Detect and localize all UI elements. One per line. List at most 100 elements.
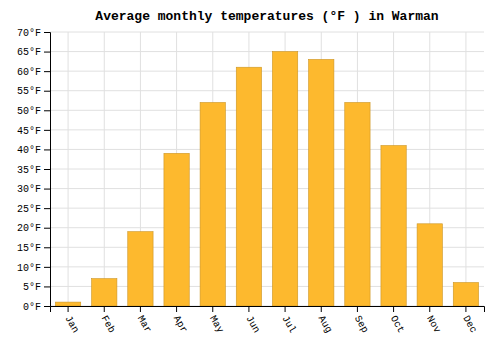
tick-label: 25°F bbox=[17, 204, 41, 215]
tick: 60°F bbox=[17, 67, 50, 78]
tick: Dec bbox=[460, 306, 479, 335]
tick-label: Feb bbox=[99, 314, 118, 335]
bar bbox=[55, 302, 80, 306]
tick-mark bbox=[44, 110, 50, 111]
tick: 45°F bbox=[17, 126, 50, 137]
grid-line bbox=[465, 32, 466, 306]
tick: 65°F bbox=[17, 47, 50, 58]
tick-label: 40°F bbox=[17, 145, 41, 156]
tick-label: Dec bbox=[460, 314, 479, 335]
grid-line bbox=[68, 32, 69, 306]
tick-label: 5°F bbox=[23, 282, 41, 293]
bar bbox=[164, 153, 189, 306]
grid-line bbox=[104, 32, 105, 306]
tick-mark bbox=[44, 228, 50, 229]
bar bbox=[381, 146, 406, 306]
tick-mark bbox=[357, 306, 358, 312]
tick-label: Jul bbox=[279, 314, 298, 335]
tick: 50°F bbox=[17, 106, 50, 117]
tick-mark bbox=[44, 189, 50, 190]
tick: Aug bbox=[316, 306, 335, 335]
tick-label: 70°F bbox=[17, 28, 41, 39]
tick: Jul bbox=[279, 306, 298, 335]
bar bbox=[345, 102, 370, 306]
tick: Mar bbox=[135, 306, 154, 335]
tick: 30°F bbox=[17, 184, 50, 195]
bar bbox=[200, 102, 225, 306]
bars bbox=[55, 52, 478, 306]
tick: May bbox=[207, 306, 226, 335]
tick-mark bbox=[44, 149, 50, 150]
tick-mark bbox=[104, 306, 105, 312]
grid-line bbox=[50, 110, 484, 111]
tick-mark bbox=[44, 306, 50, 307]
tick-label: 35°F bbox=[17, 165, 41, 176]
axis-line bbox=[51, 307, 485, 313]
tick-mark bbox=[44, 267, 50, 268]
tick: Jan bbox=[62, 306, 81, 335]
bar bbox=[128, 232, 153, 306]
tick-label: 50°F bbox=[17, 106, 41, 117]
tick: Oct bbox=[388, 306, 407, 335]
tick-mark bbox=[44, 169, 50, 170]
tick-label: Jan bbox=[62, 314, 81, 335]
tick-mark bbox=[465, 306, 466, 312]
grid-line bbox=[50, 169, 484, 170]
bar bbox=[309, 59, 334, 306]
tick: 20°F bbox=[17, 223, 50, 234]
tick-mark bbox=[285, 306, 286, 312]
tick: Jun bbox=[243, 306, 262, 335]
grid-line bbox=[50, 188, 484, 189]
tick: 15°F bbox=[17, 243, 50, 254]
tick-mark bbox=[212, 306, 213, 312]
tick-label: 15°F bbox=[17, 243, 41, 254]
plot: 0°F 5°F 10°F 15°F 20°F 25°F 30°F 35°F 40°F 45°F 50… bbox=[17, 28, 485, 335]
tick: 10°F bbox=[17, 263, 50, 274]
bar bbox=[92, 279, 117, 306]
tick-mark bbox=[44, 52, 50, 53]
tick-mark bbox=[44, 286, 50, 287]
tick: Sep bbox=[352, 306, 371, 335]
tick: Nov bbox=[424, 306, 443, 335]
tick-mark bbox=[44, 32, 50, 33]
tick-label: 65°F bbox=[17, 47, 41, 58]
tick-label: 60°F bbox=[17, 67, 41, 78]
title: Average monthly temperatures (°F ) in Wa… bbox=[95, 9, 438, 24]
grid-line bbox=[50, 51, 484, 52]
tick-label: 20°F bbox=[17, 223, 41, 234]
tick: 70°F bbox=[17, 28, 50, 39]
x-axis: Jan Feb Mar Apr May Jun Jul Aug Sep Oct Nov Dec bbox=[51, 306, 485, 335]
tick: Feb bbox=[99, 306, 118, 335]
tick-mark bbox=[44, 91, 50, 92]
tick: 5°F bbox=[23, 282, 50, 293]
tick-label: Mar bbox=[135, 314, 154, 335]
tick-mark bbox=[44, 208, 50, 209]
grid-line bbox=[50, 208, 484, 209]
tick-mark bbox=[44, 130, 50, 131]
tick-label: 0°F bbox=[23, 302, 41, 313]
tick-label: Apr bbox=[171, 314, 190, 335]
tick-mark bbox=[176, 306, 177, 312]
tick-label: Sep bbox=[352, 314, 371, 335]
tick-mark bbox=[429, 306, 430, 312]
tick-mark bbox=[393, 306, 394, 312]
tick-mark bbox=[248, 306, 249, 312]
chart: 0°F 5°F 10°F 15°F 20°F 25°F 30°F 35°F 40°F 45°F 50… bbox=[0, 0, 500, 350]
tick-mark bbox=[140, 306, 141, 312]
tick-label: 30°F bbox=[17, 184, 41, 195]
grid-line bbox=[50, 149, 484, 150]
bar bbox=[236, 67, 261, 306]
tick-mark bbox=[321, 306, 322, 312]
bar bbox=[272, 52, 297, 306]
tick: 25°F bbox=[17, 204, 50, 215]
axis-line bbox=[44, 33, 51, 307]
y-axis: 0°F 5°F 10°F 15°F 20°F 25°F 30°F 35°F 40°F 45°F 50… bbox=[17, 28, 51, 313]
tick: 55°F bbox=[17, 86, 50, 97]
tick-mark bbox=[44, 71, 50, 72]
tick: 35°F bbox=[17, 165, 50, 176]
tick-label: 10°F bbox=[17, 263, 41, 274]
tick-label: Oct bbox=[388, 314, 407, 335]
tick-label: Jun bbox=[243, 314, 262, 335]
tick-label: Aug bbox=[316, 314, 335, 335]
tick: Apr bbox=[171, 306, 190, 335]
